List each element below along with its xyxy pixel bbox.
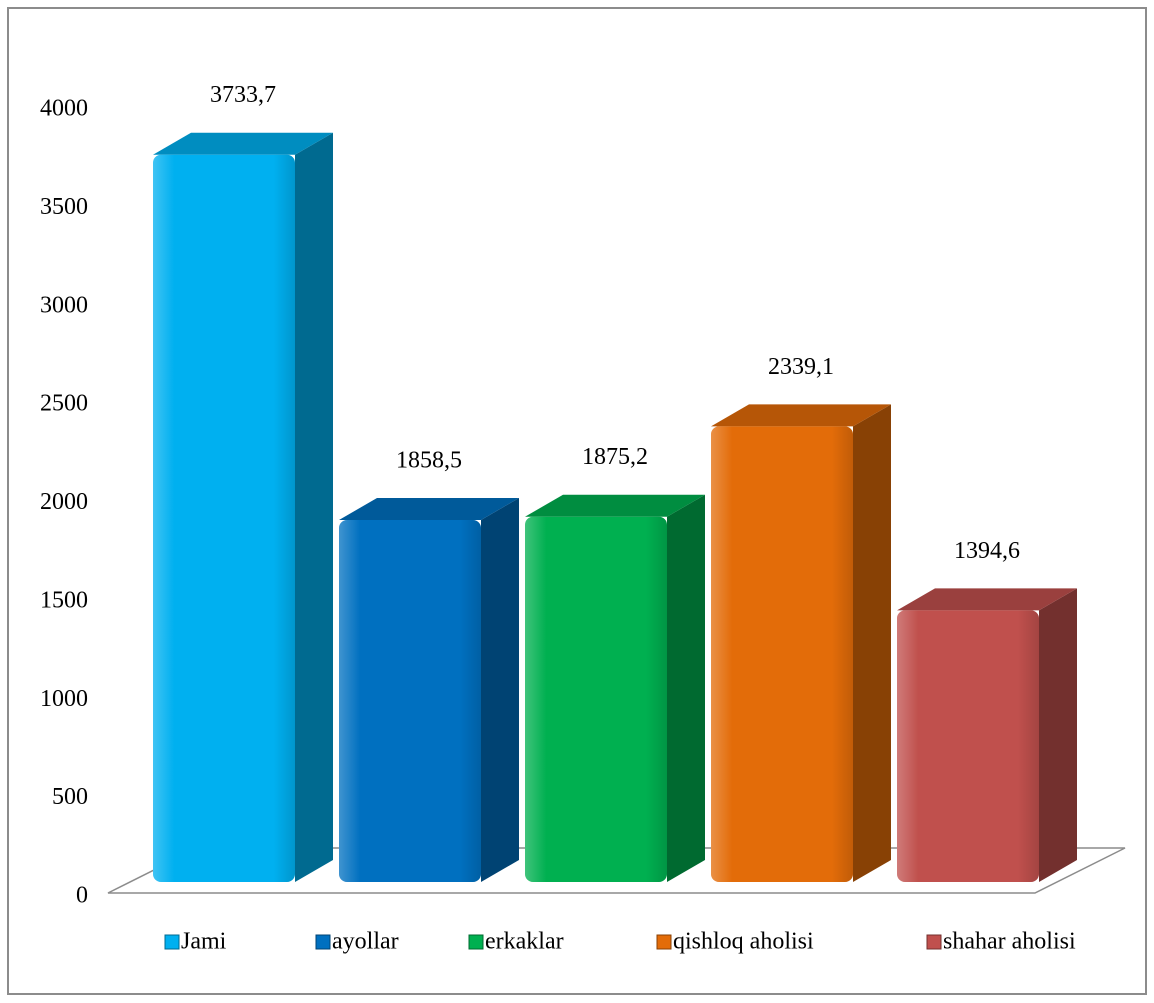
y-tick-label: 0 <box>76 883 88 909</box>
value-label: 1858,5 <box>396 447 462 473</box>
value-label: 2339,1 <box>768 354 834 380</box>
bar-side <box>853 404 891 882</box>
value-label: 1875,2 <box>582 444 648 470</box>
bar-top <box>153 132 333 155</box>
bar-top <box>897 588 1077 611</box>
legend-swatch <box>656 934 672 950</box>
legend-label: Jami <box>181 929 227 955</box>
bar-side <box>481 497 519 882</box>
y-tick-label: 3500 <box>40 194 88 220</box>
y-tick-label: 500 <box>52 784 88 810</box>
legend-swatch <box>164 934 180 950</box>
bar-shine <box>525 516 667 882</box>
legend-swatch <box>315 934 331 950</box>
y-tick-label: 4000 <box>40 96 88 122</box>
y-tick-label: 1500 <box>40 587 88 613</box>
y-tick-label: 2000 <box>40 489 88 515</box>
bar-shine <box>153 154 295 882</box>
bar-top <box>711 404 891 427</box>
bar-shine <box>897 610 1039 882</box>
bar-top <box>525 494 705 517</box>
legend-label: qishloq aholisi <box>673 929 814 955</box>
bar-shine <box>339 519 481 882</box>
bar-side <box>295 132 333 882</box>
value-label: 3733,7 <box>210 82 276 108</box>
legend-swatch <box>926 934 942 950</box>
bar-side <box>667 494 705 882</box>
y-tick-label: 2500 <box>40 391 88 417</box>
legend-label: erkaklar <box>485 929 564 955</box>
y-tick-label: 1000 <box>40 686 88 712</box>
bar-side <box>1039 588 1077 882</box>
value-label: 1394,6 <box>954 538 1020 564</box>
y-tick-label: 3000 <box>40 292 88 318</box>
legend-label: ayollar <box>332 929 399 955</box>
bar-top <box>339 497 519 520</box>
legend-swatch <box>468 934 484 950</box>
bar-shine <box>711 426 853 882</box>
legend-label: shahar aholisi <box>943 929 1076 955</box>
